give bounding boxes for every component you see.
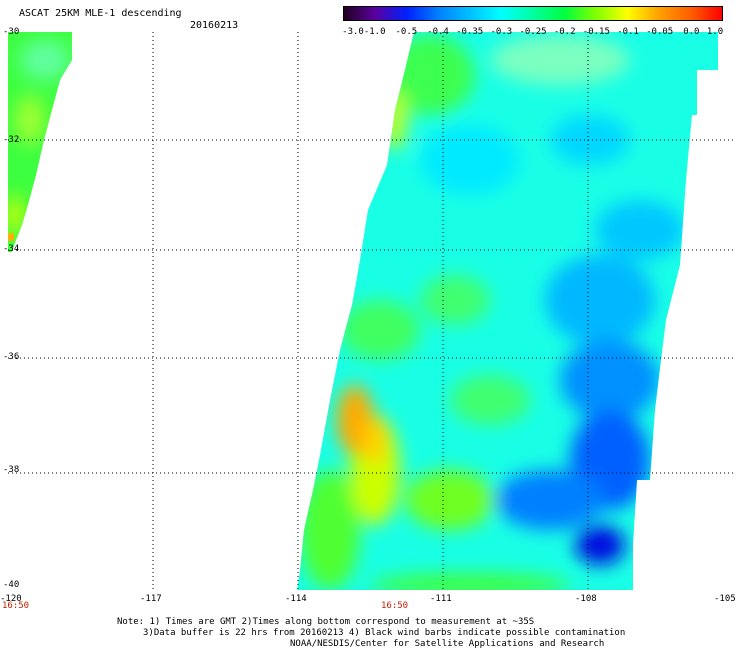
legend-label: -0.05 <box>646 27 674 37</box>
lon-tick: -117 <box>140 594 162 604</box>
legend-label: -0.2 <box>553 27 576 37</box>
lon-tick: -114 <box>285 594 307 604</box>
legend-label: -0.3 <box>490 27 513 37</box>
color-legend-bar <box>343 6 723 21</box>
note-line-3: NOAA/NESDIS/Center for Satellite Applica… <box>290 639 605 649</box>
lon-tick: -108 <box>575 594 597 604</box>
legend-label: -3.0 <box>342 27 364 37</box>
swath-main <box>297 32 718 590</box>
legend-label: -0.35 <box>456 27 484 37</box>
lon-tick: -111 <box>430 594 452 604</box>
map-title: ASCAT 25KM MLE-1 descending <box>19 8 182 19</box>
lat-tick: -32 <box>3 135 20 145</box>
lon-tick: -120 <box>0 594 22 604</box>
graticule <box>8 32 733 590</box>
lat-tick: -30 <box>3 27 20 37</box>
legend-label: 1.0 <box>706 27 724 37</box>
time-label: 16:50 <box>381 601 409 611</box>
legend-label: -0.4 <box>427 27 449 37</box>
legend-label: -0.25 <box>519 27 547 37</box>
legend-label: -0.1 <box>617 27 639 37</box>
note-line-1: Note: 1) Times are GMT 2)Times along bot… <box>117 617 535 627</box>
lat-tick: -36 <box>3 352 20 362</box>
time-label: 16:50 <box>2 601 30 611</box>
lat-tick: -40 <box>3 580 20 590</box>
legend-label: 0.0 <box>683 27 700 37</box>
map-date: 20160213 <box>190 20 239 31</box>
lat-tick: -38 <box>3 465 20 475</box>
lat-tick: -34 <box>3 244 20 254</box>
swath-left <box>8 32 72 252</box>
note-line-2: 3)Data buffer is 22 hrs from 20160213 4)… <box>143 628 626 638</box>
lon-tick: -105 <box>714 594 736 604</box>
legend-label: -1.0 <box>363 27 386 37</box>
legend-label: -0.15 <box>582 27 610 37</box>
legend-label: -0.5 <box>395 27 418 37</box>
